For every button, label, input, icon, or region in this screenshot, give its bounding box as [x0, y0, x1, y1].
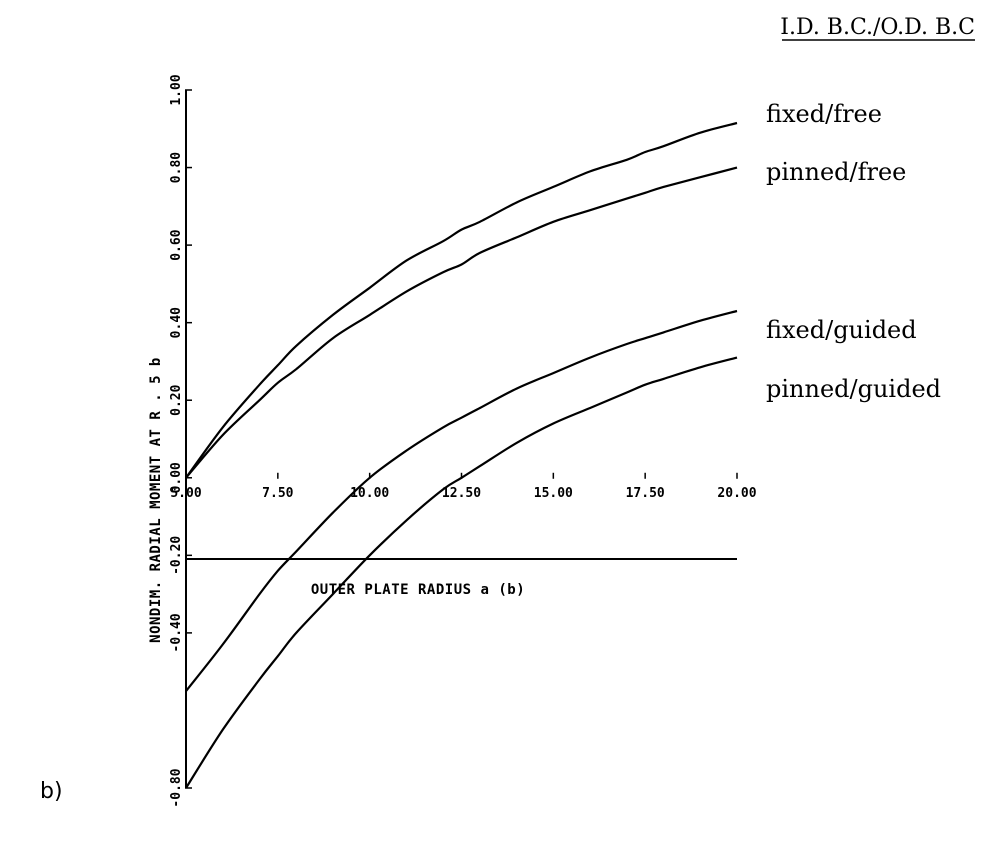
x-ticks: 5.00 7.50 10.00 12.50 15.00 17.50 20.00: [170, 472, 757, 501]
x-tick-label-0: 5.00: [170, 486, 201, 501]
series-label-pinned-free: pinned/free: [766, 158, 906, 186]
x-tick-label-4: 15.00: [534, 486, 573, 501]
series-label-pinned-guided: pinned/guided: [766, 375, 941, 403]
series-line-fixed-guided: [185, 309, 738, 692]
y-tick-label-5: 0.40: [169, 307, 184, 338]
x-axis-label: OUTER PLATE RADIUS a (b): [311, 582, 525, 598]
y-tick-label-0: -0.80: [169, 768, 184, 807]
series-line-pinned-guided: [185, 356, 738, 789]
y-tick-label-6: 0.60: [169, 229, 184, 260]
x-tick-label-1: 7.50: [262, 486, 293, 501]
x-tick-label-3: 12.50: [442, 486, 481, 501]
y-tick-label-4: 0.20: [169, 384, 184, 415]
y-tick-label-3: 0.00: [169, 462, 184, 493]
series-label-fixed-free: fixed/free: [766, 100, 882, 128]
x-tick-label-2: 10.00: [350, 486, 389, 501]
y-tick-label-8: 1.00: [169, 74, 184, 105]
y-axis-label: NONDIM. RADIAL MOMENT AT R . 5 b: [148, 357, 164, 643]
x-tick-label-6: 20.00: [717, 486, 756, 501]
y-tick-label-1: -0.40: [169, 613, 184, 652]
series-label-fixed-guided: fixed/guided: [766, 316, 917, 344]
y-tick-label-7: 0.80: [169, 152, 184, 183]
series-labels: fixed/free pinned/free fixed/guided pinned/…: [766, 100, 941, 403]
y-tick-label-2: -0.20: [169, 536, 184, 575]
y-ticks: -0.80 -0.40 -0.20 0.00 0.20 0.40 0.60 0.80 1.00: [169, 74, 192, 808]
series-line-pinned-free: [185, 166, 738, 479]
series-lines: [185, 121, 738, 789]
panel-label: b): [40, 779, 63, 804]
legend-heading: I.D. B.C./O.D. B.C: [780, 15, 975, 40]
series-line-fixed-free: [185, 121, 738, 479]
x-tick-label-5: 17.50: [626, 486, 665, 501]
